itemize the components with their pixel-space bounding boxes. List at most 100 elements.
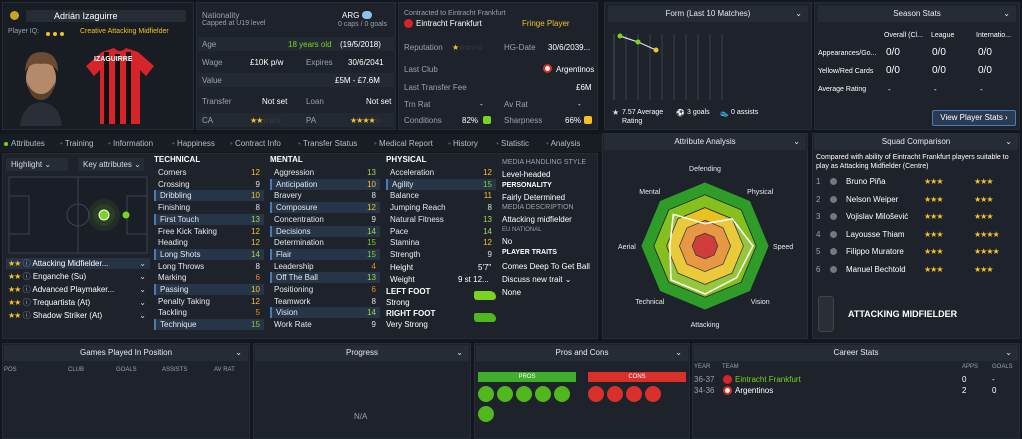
season-cell: - [934,85,937,94]
attribute-row[interactable]: Corners 12 [154,167,264,178]
role-item[interactable]: ★★ ⓘ Shadow Striker (At) ⌄ [6,310,150,321]
attribute-row[interactable]: Aggression 13 [270,167,380,178]
attribute-row[interactable]: Long Throws 8 [154,261,264,272]
expires-label: Expires [306,58,333,67]
season-row-label: Average Rating [818,86,867,93]
attribute-row[interactable]: Flair 15 [270,248,380,260]
highlight-dropdown[interactable]: Highlight ⌄ [6,158,68,171]
tab-history[interactable]: • History [448,139,478,148]
attribute-row[interactable]: Composure 12 [270,202,380,214]
attribute-name: Marking [158,273,187,283]
tab-analysis[interactable]: • Analysis [546,139,581,148]
tab-statistic[interactable]: • Statistic [496,139,530,148]
flag-icon [362,11,372,19]
squad-row[interactable]: 2 Nelson Weiper ★★★ ★★★ [816,194,1016,205]
tab-happiness[interactable]: • Happiness [172,139,215,148]
info-icon: ⓘ [22,272,31,281]
attribute-row[interactable]: Natural Fitness 13 [386,214,496,225]
attribute-row[interactable]: Passing 10 [154,284,264,295]
career-header[interactable]: Career Stats ⌄ [694,345,1018,361]
attribute-row[interactable]: Heading 12 [154,237,264,248]
role-item[interactable]: ★★ ⓘ Enganche (Su) ⌄ [6,271,150,282]
star-icon: ★ [612,108,620,117]
tab-label: Training [64,139,94,148]
attribute-row[interactable]: First Touch 13 [154,213,264,225]
attribute-name: Stamina [390,238,420,248]
squad-row[interactable]: 1 Bruno Piña ★★★ ★★★ [816,176,1016,187]
attribute-row[interactable]: Acceleration 12 [386,167,496,178]
role-item[interactable]: ★★ ⓘ Advanced Playmaker... ⌄ [6,284,150,295]
career-col: APPS [962,364,979,370]
squad-header[interactable]: Squad Comparison ⌄ [814,134,1018,150]
nationality-value: ARG [342,11,360,20]
attribute-row[interactable]: Vision 14 [270,307,380,319]
role-stars: ★★ [8,272,21,281]
squad-row[interactable]: 3 Vojislav Milošević ★★★ ★★★ [816,211,1016,222]
squad-row[interactable]: 6 Manuel Bechtold ★★★ ★★★ [816,264,1016,275]
attribute-row[interactable]: Anticipation 10 [270,178,380,190]
role-name: Advanced Playmaker... [32,285,115,294]
attribute-row[interactable]: Leadership 4 [270,261,380,272]
attribute-row[interactable]: Off The Ball 13 [270,272,380,284]
games-col: ASSISTS [162,367,188,373]
squad-rank: 5 [816,247,821,257]
view-player-stats-button[interactable]: View Player Stats › [932,110,1016,126]
attribute-row[interactable]: Penalty Taking 12 [154,296,264,307]
attribute-row[interactable]: Agility 15 [386,178,496,190]
form-header[interactable]: Form (Last 10 Matches) ⌄ [608,6,808,22]
tab-information[interactable]: • Information [108,139,154,148]
attribute-row[interactable]: Work Rate 9 [270,319,380,330]
squad-row[interactable]: 4 Layousse Thiam ★★★ ★★★★ [816,229,1016,240]
attribute-row[interactable]: Long Shots 14 [154,248,264,260]
attribute-row[interactable]: Free Kick Taking 12 [154,226,264,237]
attribute-name: Tackling [158,308,187,318]
career-apps: 2 [962,386,967,395]
squad-rank: 1 [816,177,821,186]
analysis-header[interactable]: Attribute Analysis ⌄ [604,134,806,150]
chevron-right-icon: › [1005,113,1008,122]
discuss-trait-button[interactable]: Discuss new trait ⌄ [502,274,571,285]
squad-row[interactable]: 5 Filippo Muratore ★★★ ★★★★ [816,246,1016,257]
attribute-row[interactable]: Stamina 12 [386,237,496,248]
attribute-row[interactable]: Pace 14 [386,226,496,237]
tab-transfer-status[interactable]: • Transfer Status [298,139,358,148]
person-icon [830,178,837,185]
games-header[interactable]: Games Played In Position ⌄ [4,345,248,361]
squad-player-name: Nelson Weiper [846,194,899,204]
radar-axis-label: Mental [639,189,660,196]
attribute-row[interactable]: Jumping Reach 8 [386,202,496,213]
season-header[interactable]: Season Stats ⌄ [818,6,1016,22]
attribute-row[interactable]: Finishing 8 [154,202,264,213]
form-panel [604,2,812,130]
attribute-row[interactable]: Bravery 8 [270,190,380,201]
progress-header[interactable]: Progress ⌄ [255,345,469,361]
career-goals: - [992,375,995,384]
attribute-row[interactable]: Positioning 6 [270,284,380,295]
tab-attributes[interactable]: Attributes [4,138,45,150]
attribute-row[interactable]: Decisions 14 [270,225,380,237]
tab-contract-info[interactable]: • Contract Info [230,139,281,148]
key-attributes-dropdown[interactable]: Key attributes ⌄ [78,158,144,171]
attribute-row[interactable]: Concentration 9 [270,214,380,225]
squad-player-name: Manuel Bechtold [846,265,906,274]
attribute-row[interactable]: Determination 15 [270,237,380,248]
proscons-header[interactable]: Pros and Cons ⌄ [476,345,688,361]
attribute-row[interactable]: Teamwork 8 [270,296,380,307]
role-item[interactable]: ★★ ⓘ Trequartista (At) ⌄ [6,297,150,308]
career-team[interactable]: Argentinos [735,386,774,395]
tab-medical-report[interactable]: • Medical Report [374,139,433,148]
attribute-row[interactable]: Strength 9 [386,249,496,260]
attribute-row[interactable]: Marking 6 [154,272,264,283]
attribute-value: 9 [371,214,376,224]
attribute-row[interactable]: Tackling 5 [154,307,264,318]
attribute-row[interactable]: Technique 15 [154,319,264,331]
pros-icons [478,386,570,404]
tab-training[interactable]: • Training [60,139,94,148]
proscons-title: Pros and Cons [555,348,609,357]
career-team[interactable]: Eintracht Frankfurt [735,375,801,384]
attribute-row[interactable]: Balance 11 [386,190,496,201]
role-item[interactable]: ★★ ⓘ Attacking Midfielder... ⌄ [6,258,150,269]
attribute-name: Flair [276,249,292,259]
attribute-row[interactable]: Crossing 9 [154,179,264,190]
attribute-row[interactable]: Dribbling 10 [154,190,264,202]
